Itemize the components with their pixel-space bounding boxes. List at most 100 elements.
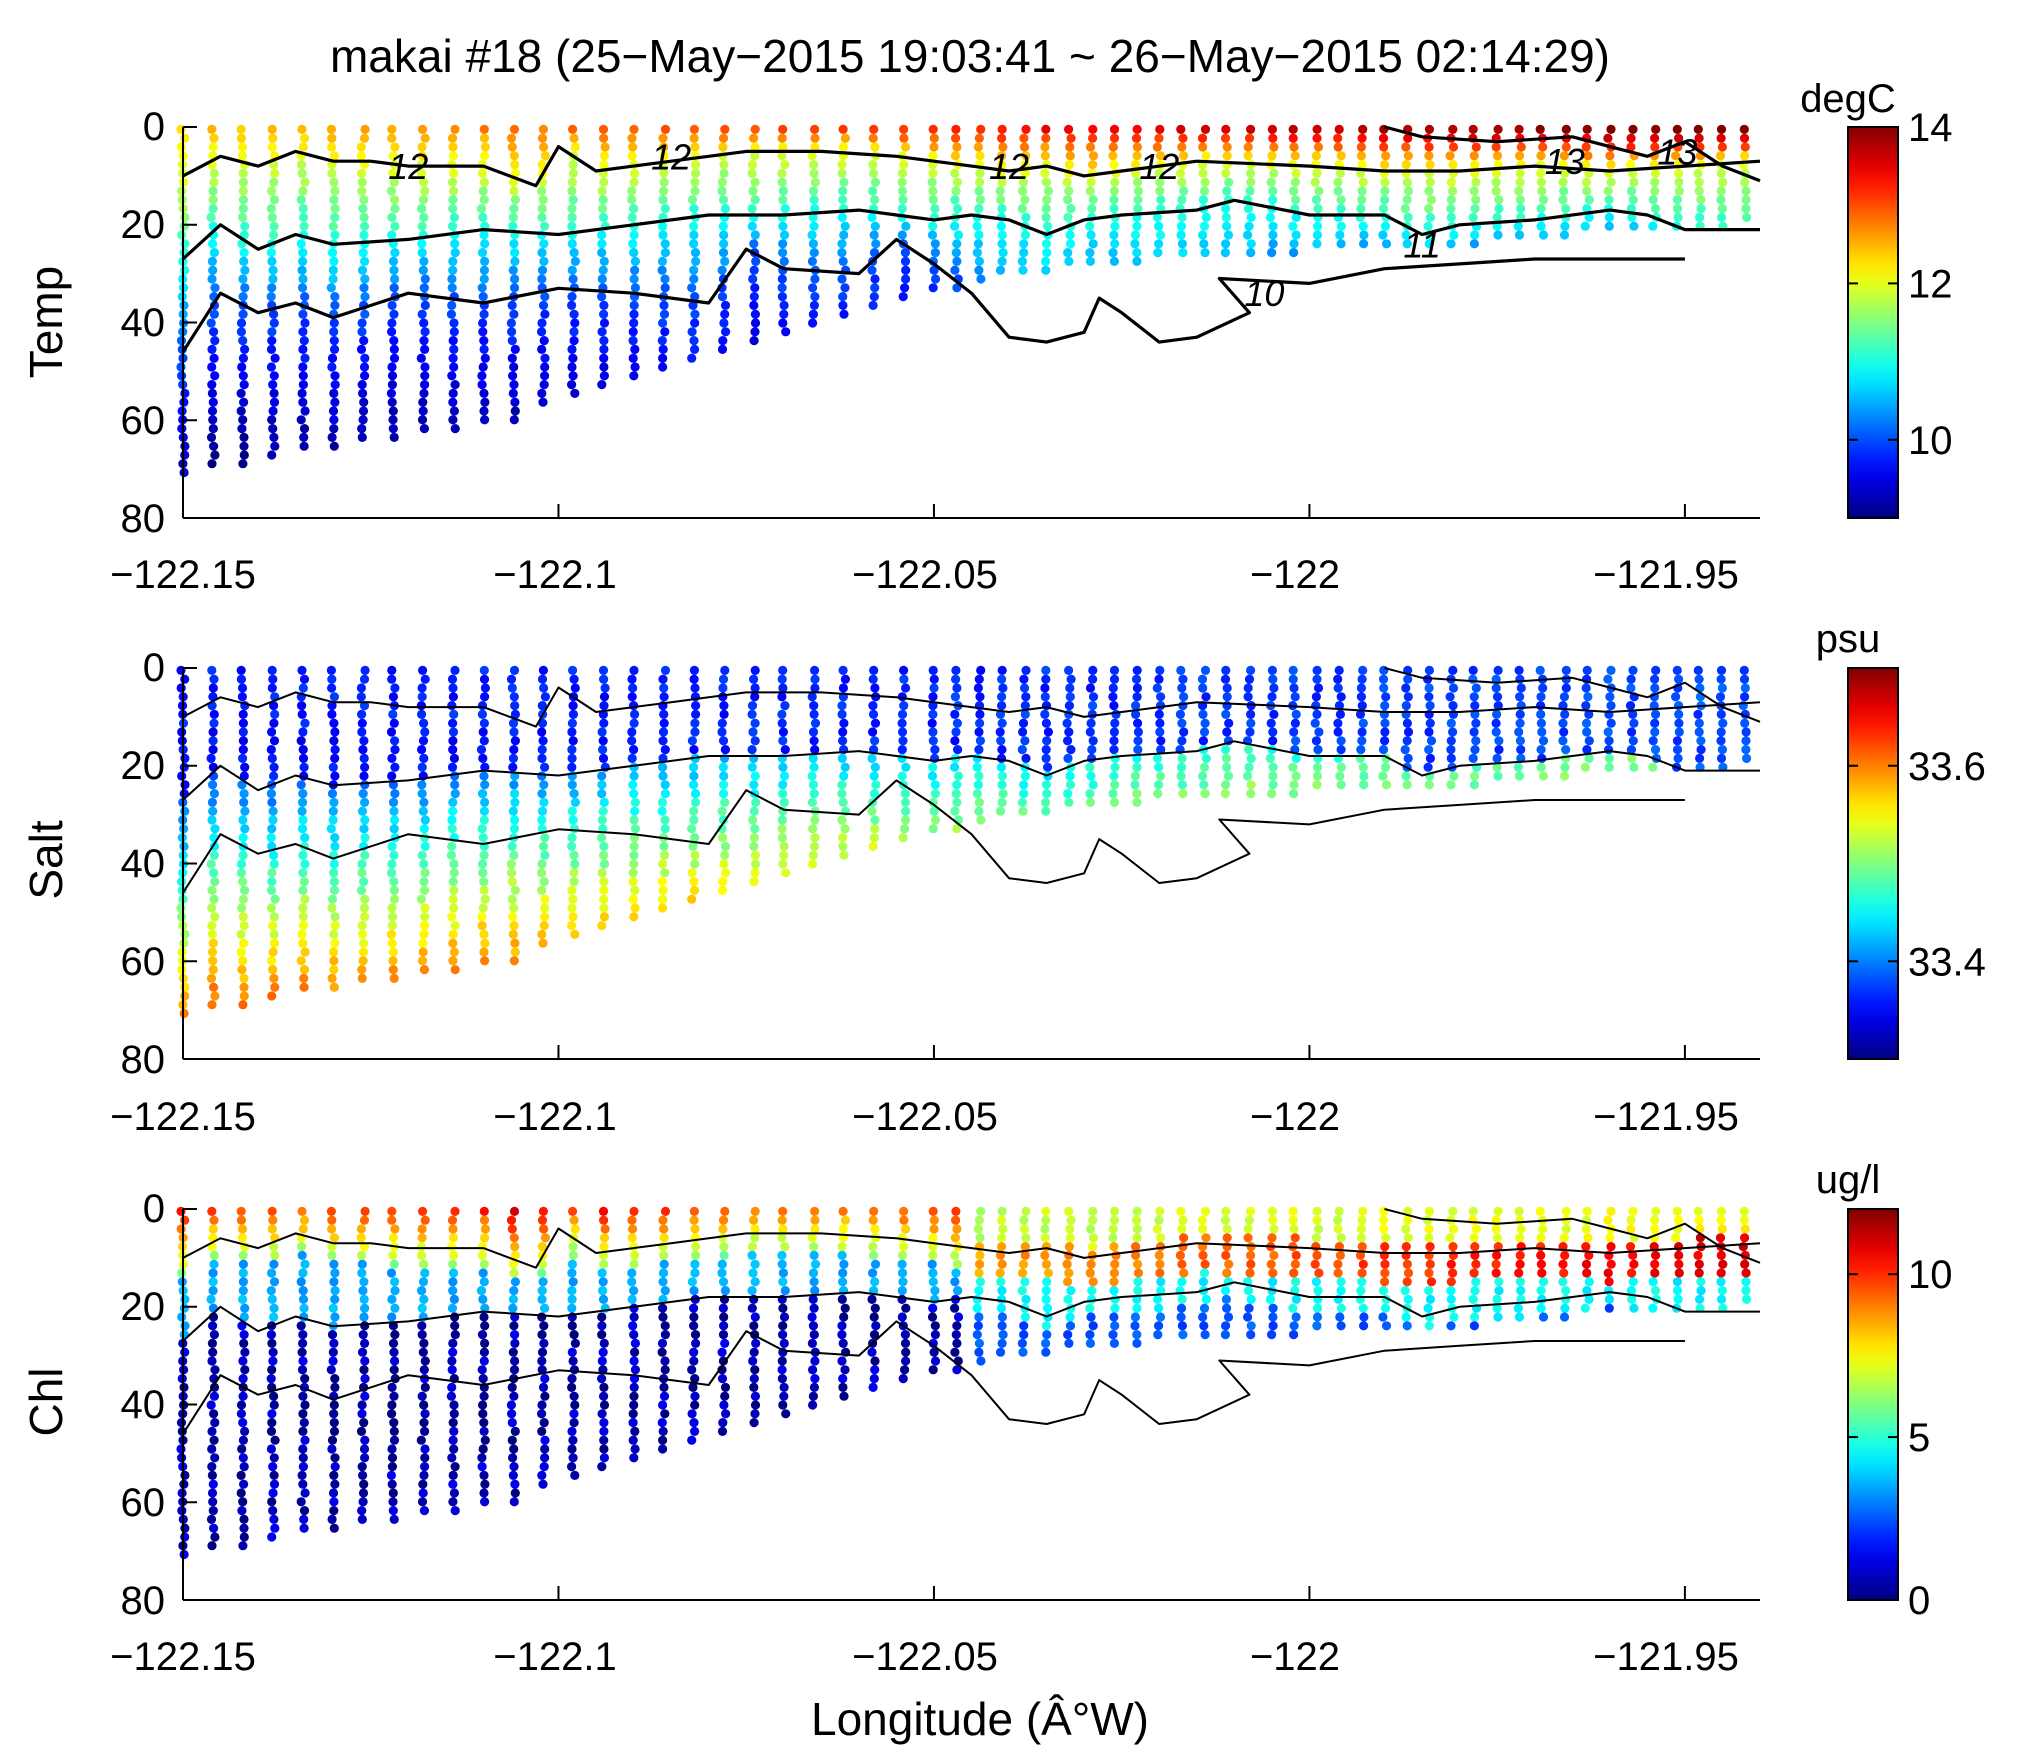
salt-data-point bbox=[691, 701, 701, 711]
temp-data-point bbox=[1446, 204, 1456, 214]
temp-data-point bbox=[750, 283, 760, 293]
temp-data-point bbox=[997, 256, 1007, 266]
salt-data-point bbox=[1244, 762, 1254, 772]
temp-data-point bbox=[1469, 186, 1479, 196]
salt-data-point bbox=[974, 745, 984, 755]
chl-data-point bbox=[1222, 1224, 1232, 1234]
salt-data-point bbox=[597, 921, 607, 931]
chl-data-point bbox=[1130, 1321, 1140, 1331]
temp-data-point bbox=[1155, 177, 1165, 187]
salt-data-point bbox=[237, 903, 247, 913]
temp-data-point bbox=[419, 283, 429, 293]
temp-contour-iso-13 bbox=[1384, 125, 1761, 183]
chl-data-point bbox=[239, 1330, 249, 1340]
chl-data-point bbox=[1335, 1312, 1345, 1322]
chl-data-point bbox=[357, 1506, 367, 1516]
salt-data-point bbox=[659, 850, 670, 860]
chl-data-point bbox=[1064, 1242, 1074, 1252]
temp-data-point bbox=[717, 292, 728, 302]
chl-data-point bbox=[1220, 1330, 1230, 1340]
salt-data-point bbox=[298, 921, 308, 931]
salt-data-point bbox=[1133, 745, 1143, 755]
chl-data-point bbox=[995, 1268, 1005, 1278]
chl-data-point bbox=[1109, 1338, 1119, 1348]
chl-data-point bbox=[597, 1374, 607, 1384]
temp-data-point bbox=[717, 265, 727, 275]
salt-data-point bbox=[1333, 683, 1343, 693]
chl-data-point bbox=[509, 1462, 519, 1472]
temp-data-point bbox=[808, 186, 819, 196]
salt-data-point bbox=[540, 912, 550, 922]
chl-data-point bbox=[509, 1444, 519, 1454]
temp-data-point bbox=[419, 424, 429, 434]
salt-data-point bbox=[718, 683, 728, 693]
salt-data-point bbox=[1582, 745, 1592, 755]
temp-data-point bbox=[359, 212, 369, 222]
chl-data-point bbox=[1492, 1250, 1502, 1260]
chl-data-point bbox=[180, 1470, 190, 1480]
temp-data-point bbox=[1651, 168, 1661, 178]
chl-data-point bbox=[808, 1365, 818, 1375]
temp-data-point bbox=[659, 142, 669, 152]
chl-data-point bbox=[1741, 1277, 1751, 1287]
chl-data-point bbox=[1269, 1224, 1279, 1234]
salt-data-point bbox=[269, 938, 280, 948]
temp-data-point bbox=[298, 212, 309, 222]
temp-data-point bbox=[1065, 230, 1075, 240]
temp-data-point bbox=[420, 186, 430, 196]
salt-data-point bbox=[1088, 665, 1098, 676]
chl-data-point bbox=[658, 1303, 668, 1313]
chl-data-point bbox=[1178, 1242, 1188, 1252]
temp-data-point bbox=[1155, 186, 1165, 196]
salt-data-point bbox=[951, 665, 961, 676]
salt-data-point bbox=[1289, 683, 1299, 693]
temp-data-point bbox=[777, 133, 787, 143]
chl-data-point bbox=[1290, 1233, 1300, 1243]
salt-data-point bbox=[509, 956, 519, 966]
salt-data-point bbox=[1358, 665, 1368, 676]
salt-data-point bbox=[568, 665, 578, 676]
chl-data-point bbox=[629, 1330, 639, 1340]
salt-data-point bbox=[266, 885, 277, 896]
temp-data-point bbox=[928, 124, 938, 134]
temp-data-point bbox=[749, 239, 759, 249]
chl-data-point bbox=[1223, 1312, 1234, 1322]
chl-data-point bbox=[418, 1347, 428, 1357]
temp-data-point bbox=[1357, 160, 1367, 170]
chl-data-point bbox=[717, 1259, 727, 1269]
salt-data-point bbox=[1491, 718, 1501, 728]
temp-data-point bbox=[1469, 151, 1479, 161]
salt-data-point bbox=[1693, 709, 1703, 720]
temp-data-point bbox=[659, 168, 669, 178]
chl-data-point bbox=[419, 1259, 429, 1269]
chl-data-point bbox=[510, 1250, 520, 1260]
salt-data-point bbox=[267, 727, 277, 737]
salt-data-point bbox=[1740, 718, 1750, 728]
chl-data-point bbox=[1581, 1259, 1592, 1269]
temp-data-point bbox=[870, 195, 880, 205]
salt-data-point bbox=[568, 815, 578, 825]
chl-data-point bbox=[207, 1444, 217, 1454]
salt-data-point bbox=[598, 665, 609, 676]
salt-data-point bbox=[996, 736, 1006, 746]
salt-data-point bbox=[870, 762, 880, 772]
salt-data-point bbox=[868, 709, 879, 720]
chl-data-point bbox=[386, 1470, 396, 1480]
temp-data-point bbox=[777, 274, 787, 284]
chl-data-point bbox=[1536, 1286, 1546, 1296]
salt-data-point bbox=[1380, 727, 1390, 737]
salt-data-point bbox=[1155, 665, 1165, 676]
chl-data-point bbox=[1651, 1206, 1661, 1216]
salt-data-point bbox=[1336, 745, 1346, 755]
temp-ytick-3: 60 bbox=[121, 399, 166, 443]
salt-data-point bbox=[269, 736, 280, 746]
temp-data-point bbox=[539, 380, 549, 390]
temp-data-point bbox=[328, 406, 339, 416]
salt-data-point bbox=[1131, 701, 1141, 711]
salt-data-point bbox=[751, 797, 761, 808]
salt-data-point bbox=[1648, 736, 1658, 746]
salt-data-point bbox=[330, 841, 340, 852]
chl-data-point bbox=[1268, 1312, 1278, 1322]
chl-data-point bbox=[1380, 1242, 1390, 1252]
salt-data-point bbox=[777, 815, 787, 825]
